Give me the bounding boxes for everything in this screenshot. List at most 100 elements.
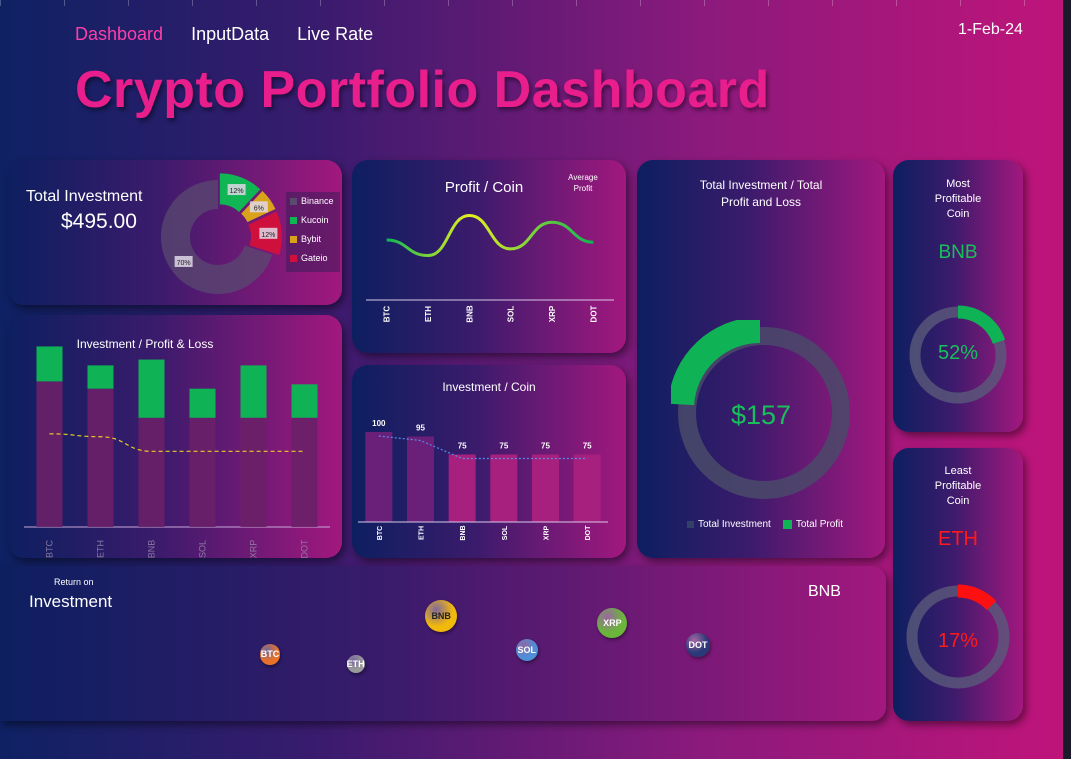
least-profitable-title: Least Profitable Coin bbox=[893, 464, 1023, 509]
total-profit-loss-title: Total Investment / Total Profit and Loss bbox=[637, 177, 885, 211]
legend-swatch bbox=[290, 197, 297, 205]
bar-sol bbox=[490, 454, 518, 522]
title-line: Most bbox=[946, 178, 970, 190]
data-label: 100 bbox=[372, 419, 386, 428]
total-profit-legend: Total Investment Total Profit bbox=[687, 519, 843, 530]
roi-bubble-sol: SOL bbox=[515, 639, 538, 662]
title-line: Profitable bbox=[934, 193, 982, 205]
most-profitable-coin: BNB bbox=[938, 242, 978, 263]
total-profit-value: $157 bbox=[730, 400, 792, 430]
data-label: 75 bbox=[499, 442, 508, 451]
average-profit-legend: Average Profit bbox=[568, 173, 598, 193]
trend-line bbox=[378, 435, 588, 460]
investment-coin-chart: 100 BTC 95 ETH 75 BNB 75 SOL 75 XRP 75 DOT bbox=[358, 419, 608, 541]
data-label: 75 bbox=[541, 442, 550, 451]
gauge-fill bbox=[957, 584, 997, 611]
title-line: Profit and Loss bbox=[720, 195, 802, 209]
legend-swatch bbox=[290, 254, 297, 262]
tick-label: DOT bbox=[300, 539, 310, 558]
nav-live-rate[interactable]: Live Rate bbox=[297, 24, 374, 44]
top-nav: Dashboard InputData Live Rate bbox=[75, 24, 373, 45]
legend-label: Total Investment bbox=[698, 519, 771, 530]
investment-coin-panel: Investment / Coin 100 BTC 95 ETH 75 BNB 75 SOL 7… bbox=[352, 365, 626, 558]
legend-label: Kucoin bbox=[301, 215, 329, 225]
data-label: 6% bbox=[254, 205, 264, 212]
bar-profit-dot bbox=[291, 384, 318, 418]
legend-swatch bbox=[290, 216, 297, 224]
total-profit-loss-panel: Total Investment / Total Profit and Loss… bbox=[637, 160, 885, 558]
track-total-investment bbox=[678, 327, 850, 499]
tick-label: BTC bbox=[377, 526, 384, 540]
report-date: 1-Feb-24 bbox=[958, 21, 1023, 38]
data-label-box bbox=[174, 255, 193, 267]
investment-profit-loss-chart: BTC ETH BNB SOL XRP DOT bbox=[24, 346, 330, 558]
gauge-fill bbox=[957, 305, 1006, 345]
data-label: 95 bbox=[416, 424, 425, 433]
bar-investment-dot bbox=[291, 417, 318, 527]
nav-input-data[interactable]: InputData bbox=[191, 24, 270, 44]
legend-item-gateio: Gateio bbox=[290, 253, 334, 263]
exchange-legend: Binance Kucoin Bybit Gateio bbox=[286, 192, 340, 272]
bar-profit-bnb bbox=[138, 359, 165, 418]
total-investment-label: Total Investment bbox=[26, 188, 143, 205]
roi-bubble-xrp: XRP bbox=[597, 607, 628, 638]
bar-profit-sol bbox=[189, 388, 216, 418]
tick-label: BNB bbox=[147, 540, 157, 558]
data-label: 12% bbox=[230, 188, 244, 195]
legend-item-bybit: Bybit bbox=[290, 234, 334, 244]
bar-investment-eth bbox=[87, 388, 114, 527]
legend-item-total-investment: Total Investment bbox=[687, 519, 771, 530]
most-profitable-gauge bbox=[909, 305, 1007, 404]
tick-label: BNB bbox=[465, 305, 474, 323]
profit-coin-chart: BTC ETH BNB SOL XRP DOT bbox=[366, 214, 614, 323]
most-profitable-panel: Most Profitable Coin BNB 52% bbox=[893, 160, 1023, 432]
tick-label: SOL bbox=[198, 540, 208, 558]
bar-xrp bbox=[532, 454, 559, 522]
least-profitable-coin: ETH bbox=[938, 528, 978, 550]
profit-coin-title: Profit / Coin bbox=[444, 179, 524, 196]
data-label-box bbox=[259, 227, 278, 239]
title-line: Profitable bbox=[934, 480, 982, 492]
profit-line bbox=[386, 214, 594, 258]
legend-label: Total Profit bbox=[795, 519, 844, 530]
legend-swatch bbox=[687, 521, 694, 528]
tick-label: ETH bbox=[419, 526, 426, 540]
total-investment-panel: Total Investment $495.00 70% 12% 6% 12% Bin… bbox=[8, 160, 342, 305]
slice-total-profit bbox=[671, 320, 760, 406]
investment-coin-title: Investment / Coin bbox=[442, 380, 536, 394]
roi-bubble-dot: DOT bbox=[686, 633, 710, 657]
window-edge bbox=[1063, 0, 1071, 759]
legend-swatch bbox=[290, 235, 297, 243]
least-profitable-panel: Least Profitable Coin ETH 17% bbox=[893, 448, 1023, 721]
bar-eth bbox=[407, 436, 434, 522]
most-profitable-title: Most Profitable Coin bbox=[893, 177, 1023, 222]
investment-profit-loss-panel: Investment / Profit & Loss BTC ETH BNB SOL X… bbox=[8, 315, 342, 558]
total-investment-value: $495.00 bbox=[61, 210, 137, 233]
data-label: 70% bbox=[177, 260, 191, 267]
roi-label-small: Return on bbox=[54, 577, 94, 587]
legend-label: Bybit bbox=[301, 234, 322, 244]
tick-label: BTC bbox=[383, 306, 392, 323]
least-profitable-gauge bbox=[906, 584, 1010, 689]
title-line: Least bbox=[944, 465, 972, 477]
roi-bubble-eth: ETH bbox=[346, 655, 365, 673]
tick-label: SOL bbox=[502, 525, 509, 540]
legend-swatch bbox=[782, 520, 792, 529]
bar-investment-bnb bbox=[138, 417, 165, 527]
title-line: Coin bbox=[946, 495, 970, 507]
data-label-box bbox=[249, 201, 268, 213]
bar-dot bbox=[573, 454, 601, 522]
least-profitable-percent: 17% bbox=[937, 630, 979, 652]
legend-item-binance: Binance bbox=[290, 196, 334, 206]
profit-coin-panel: Profit / Coin Average Profit BTC ETH BNB SO… bbox=[352, 160, 626, 353]
legend-label: Gateio bbox=[301, 253, 328, 263]
tick-label: BNB bbox=[460, 525, 467, 540]
investment-profit-loss-title: Investment / Profit & Loss bbox=[76, 337, 214, 351]
bar-bnb bbox=[448, 454, 476, 522]
tick-label: XRP bbox=[548, 305, 557, 322]
data-label: 12% bbox=[261, 232, 275, 239]
legend-item-total-profit: Total Profit bbox=[782, 519, 844, 530]
tick-label: DOT bbox=[585, 525, 592, 541]
tick-label: DOT bbox=[589, 305, 598, 322]
nav-dashboard[interactable]: Dashboard bbox=[75, 24, 164, 44]
